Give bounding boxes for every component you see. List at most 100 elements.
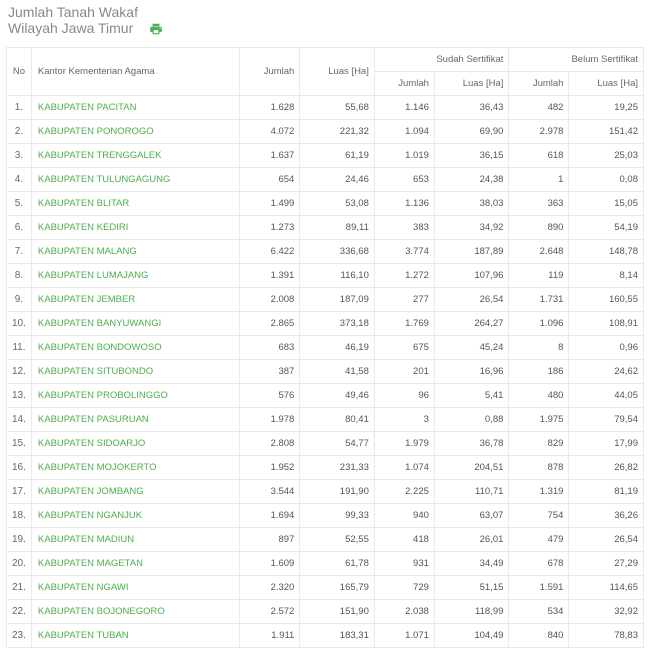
cell-luas: 191,90 — [300, 479, 375, 503]
kantor-link[interactable]: KABUPATEN BANYUWANGI — [38, 318, 161, 329]
cell-s-luas: 34,49 — [434, 551, 509, 575]
cell-b-luas: 0,96 — [569, 335, 644, 359]
cell-jumlah: 683 — [240, 335, 300, 359]
cell-b-luas: 26,82 — [569, 455, 644, 479]
cell-b-jumlah: 754 — [509, 503, 569, 527]
cell-jumlah: 2.572 — [240, 599, 300, 623]
cell-s-jumlah: 1.979 — [374, 431, 434, 455]
cell-b-jumlah: 840 — [509, 623, 569, 647]
kantor-link[interactable]: KABUPATEN KEDIRI — [38, 222, 128, 233]
table-row: 23.KABUPATEN TUBAN1.911183,311.071104,49… — [7, 623, 644, 647]
cell-b-jumlah: 1.975 — [509, 407, 569, 431]
kantor-link[interactable]: KABUPATEN PONOROGO — [38, 126, 154, 137]
cell-jumlah: 1.911 — [240, 623, 300, 647]
kantor-link[interactable]: KABUPATEN TUBAN — [38, 630, 129, 641]
cell-no: 17. — [7, 479, 32, 503]
cell-s-luas: 69,90 — [434, 119, 509, 143]
table-row: 15.KABUPATEN SIDOARJO2.80854,771.97936,7… — [7, 431, 644, 455]
cell-no: 2. — [7, 119, 32, 143]
table-row: 16.KABUPATEN MOJOKERTO1.952231,331.07420… — [7, 455, 644, 479]
cell-no: 8. — [7, 263, 32, 287]
table-row: 1.KABUPATEN PACITAN1.62855,681.14636,434… — [7, 95, 644, 119]
kantor-link[interactable]: KABUPATEN PACITAN — [38, 102, 137, 113]
cell-jumlah: 654 — [240, 167, 300, 191]
cell-jumlah: 1.391 — [240, 263, 300, 287]
cell-s-luas: 16,96 — [434, 359, 509, 383]
cell-b-jumlah: 1.731 — [509, 287, 569, 311]
cell-no: 5. — [7, 191, 32, 215]
kantor-link[interactable]: KABUPATEN MAGETAN — [38, 558, 143, 569]
cell-s-luas: 204,51 — [434, 455, 509, 479]
cell-b-jumlah: 2.978 — [509, 119, 569, 143]
kantor-link[interactable]: KABUPATEN BLITAR — [38, 198, 129, 209]
kantor-link[interactable]: KABUPATEN JOMBANG — [38, 486, 144, 497]
cell-luas: 46,19 — [300, 335, 375, 359]
table-row: 19.KABUPATEN MADIUN89752,5541826,0147926… — [7, 527, 644, 551]
cell-jumlah: 1.609 — [240, 551, 300, 575]
cell-no: 18. — [7, 503, 32, 527]
print-icon[interactable] — [149, 22, 163, 39]
cell-luas: 231,33 — [300, 455, 375, 479]
cell-b-jumlah: 1 — [509, 167, 569, 191]
kantor-link[interactable]: KABUPATEN MADIUN — [38, 534, 134, 545]
cell-s-jumlah: 1.071 — [374, 623, 434, 647]
kantor-link[interactable]: KABUPATEN SIDOARJO — [38, 438, 145, 449]
cell-name: KABUPATEN JOMBANG — [31, 479, 239, 503]
table-container: No Kantor Kementerian Agama Jumlah Luas … — [0, 47, 650, 648]
cell-s-jumlah: 2.225 — [374, 479, 434, 503]
cell-no: 7. — [7, 239, 32, 263]
kantor-link[interactable]: KABUPATEN BOJONEGORO — [38, 606, 165, 617]
kantor-link[interactable]: KABUPATEN TRENGGALEK — [38, 150, 162, 161]
cell-b-luas: 36,26 — [569, 503, 644, 527]
kantor-link[interactable]: KABUPATEN PASURUAN — [38, 414, 149, 425]
cell-jumlah: 1.273 — [240, 215, 300, 239]
col-no: No — [7, 47, 32, 95]
cell-s-jumlah: 277 — [374, 287, 434, 311]
cell-name: KABUPATEN JEMBER — [31, 287, 239, 311]
cell-name: KABUPATEN PROBOLINGGO — [31, 383, 239, 407]
cell-name: KABUPATEN MAGETAN — [31, 551, 239, 575]
cell-b-luas: 19,25 — [569, 95, 644, 119]
col-kantor: Kantor Kementerian Agama — [31, 47, 239, 95]
cell-s-jumlah: 1.769 — [374, 311, 434, 335]
cell-s-jumlah: 1.136 — [374, 191, 434, 215]
table-row: 2.KABUPATEN PONOROGO4.072221,321.09469,9… — [7, 119, 644, 143]
kantor-link[interactable]: KABUPATEN MOJOKERTO — [38, 462, 157, 473]
cell-luas: 80,41 — [300, 407, 375, 431]
cell-s-jumlah: 653 — [374, 167, 434, 191]
kantor-link[interactable]: KABUPATEN BONDOWOSO — [38, 342, 162, 353]
cell-luas: 55,68 — [300, 95, 375, 119]
cell-name: KABUPATEN BOJONEGORO — [31, 599, 239, 623]
kantor-link[interactable]: KABUPATEN TULUNGAGUNG — [38, 174, 171, 185]
table-row: 7.KABUPATEN MALANG6.422336,683.774187,89… — [7, 239, 644, 263]
cell-no: 22. — [7, 599, 32, 623]
cell-name: KABUPATEN PONOROGO — [31, 119, 239, 143]
cell-s-luas: 45,24 — [434, 335, 509, 359]
cell-no: 10. — [7, 311, 32, 335]
cell-s-luas: 107,96 — [434, 263, 509, 287]
cell-no: 9. — [7, 287, 32, 311]
cell-name: KABUPATEN SIDOARJO — [31, 431, 239, 455]
kantor-link[interactable]: KABUPATEN LUMAJANG — [38, 270, 149, 281]
page-header: Jumlah Tanah Wakaf Wilayah Jawa Timur — [0, 0, 650, 47]
cell-b-luas: 160,55 — [569, 287, 644, 311]
cell-no: 1. — [7, 95, 32, 119]
table-row: 12.KABUPATEN SITUBONDO38741,5820116,9618… — [7, 359, 644, 383]
col-luas: Luas [Ha] — [300, 47, 375, 95]
title-line2: Wilayah Jawa Timur — [8, 20, 133, 36]
kantor-link[interactable]: KABUPATEN PROBOLINGGO — [38, 390, 168, 401]
cell-jumlah: 897 — [240, 527, 300, 551]
cell-name: KABUPATEN LUMAJANG — [31, 263, 239, 287]
cell-b-jumlah: 534 — [509, 599, 569, 623]
cell-b-jumlah: 480 — [509, 383, 569, 407]
kantor-link[interactable]: KABUPATEN SITUBONDO — [38, 366, 153, 377]
cell-b-luas: 26,54 — [569, 527, 644, 551]
kantor-link[interactable]: KABUPATEN NGANJUK — [38, 510, 142, 521]
table-row: 4.KABUPATEN TULUNGAGUNG65424,4665324,381… — [7, 167, 644, 191]
cell-b-jumlah: 479 — [509, 527, 569, 551]
cell-s-luas: 51,15 — [434, 575, 509, 599]
kantor-link[interactable]: KABUPATEN JEMBER — [38, 294, 135, 305]
kantor-link[interactable]: KABUPATEN MALANG — [38, 246, 137, 257]
cell-luas: 41,58 — [300, 359, 375, 383]
kantor-link[interactable]: KABUPATEN NGAWI — [38, 582, 129, 593]
